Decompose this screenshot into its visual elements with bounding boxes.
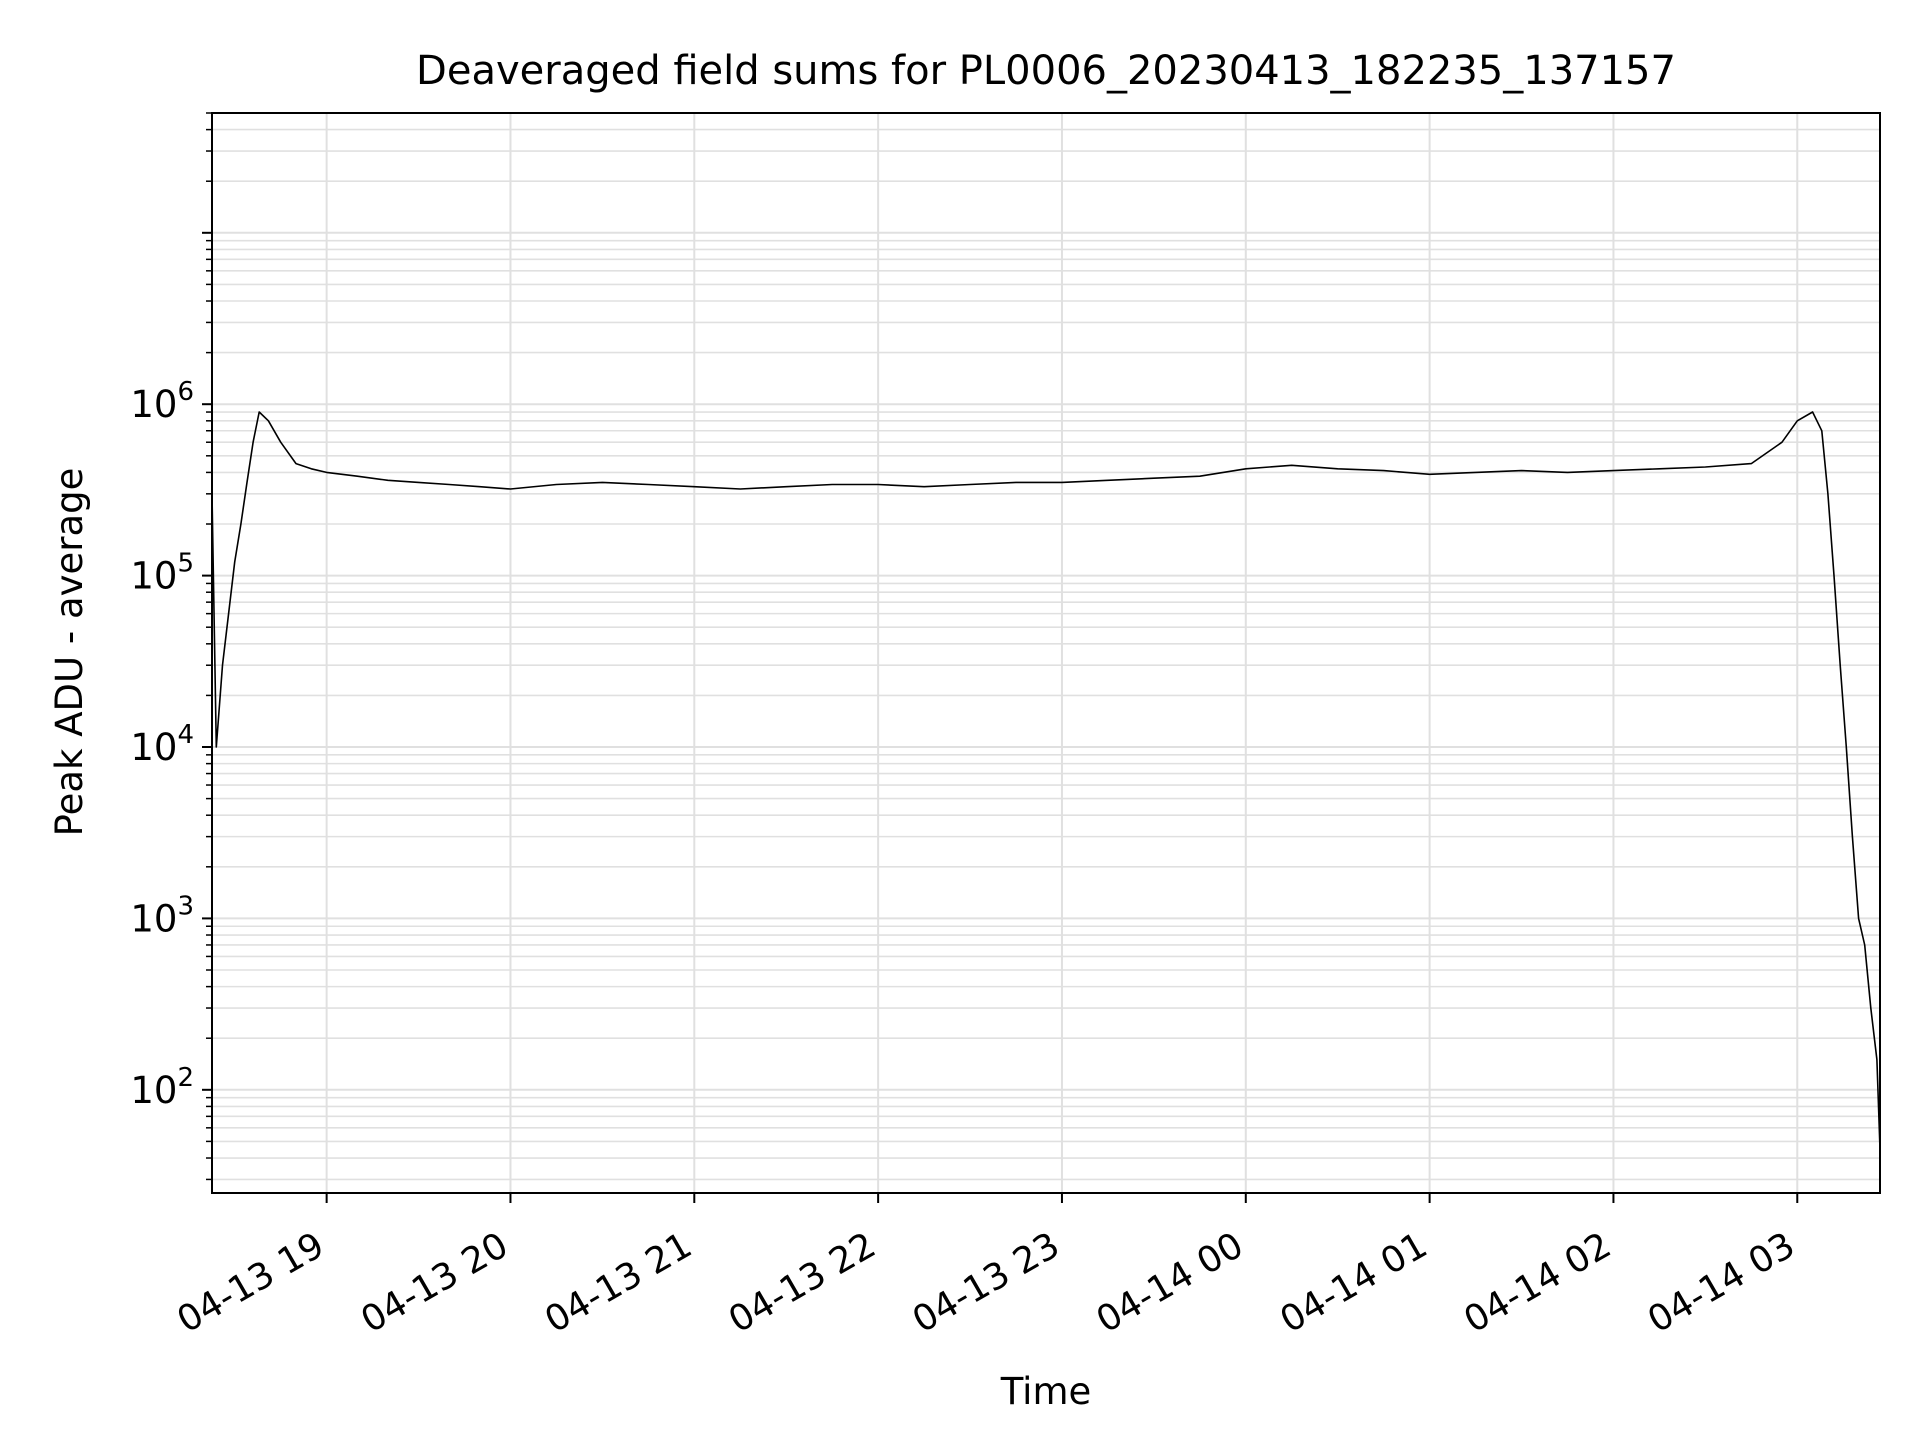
y-tick-exponent: 2 [177,1063,194,1093]
y-tick-exponent: 6 [177,377,194,407]
y-tick-base: 10 [130,555,177,598]
series-layer [211,411,1881,1150]
y-tick-label: 102 [130,1063,194,1112]
x-axis-label: Time [1000,1370,1092,1413]
y-tick-base: 10 [130,897,177,940]
chart-title: Deaveraged field sums for PL0006_2023041… [416,48,1676,94]
y-tick-base: 10 [130,726,177,769]
y-tick-label: 106 [130,377,194,426]
y-axis-label: Peak ADU - average [48,468,91,837]
series-line [211,411,1881,1150]
y-tick-base: 10 [130,383,177,426]
y-tick-base: 10 [130,1069,177,1112]
plot-frame [211,112,1881,1194]
grid [212,112,1880,1193]
y-tick-label: 104 [130,720,194,769]
y-tick-label: 105 [130,549,194,598]
y-tick-label: 103 [130,891,194,940]
y-tick-exponent: 3 [177,891,194,921]
y-tick-exponent: 5 [177,549,194,579]
y-tick-exponent: 4 [177,720,194,750]
